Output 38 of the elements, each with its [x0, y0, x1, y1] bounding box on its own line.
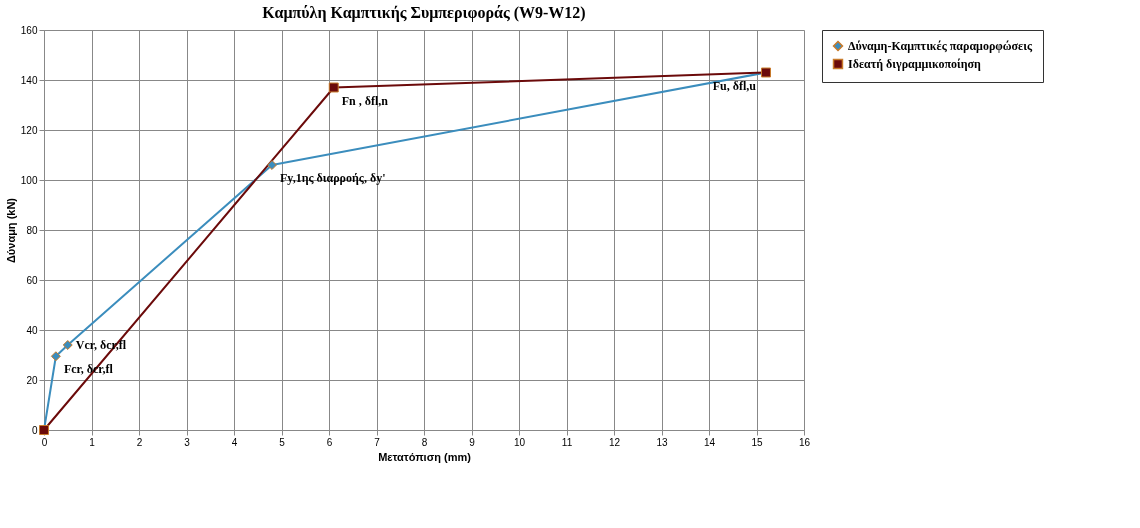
x-tick-label: 12: [608, 436, 621, 448]
legend-label: Ιδεατή διγραμμικοποίηση: [848, 57, 982, 71]
point: [62, 340, 73, 350]
x-tick-label: 16: [798, 436, 811, 448]
x-tick-label: 9: [469, 436, 476, 448]
x-tick-label: 10: [513, 436, 526, 448]
x-tick-label: 0: [41, 436, 48, 448]
annotation: Fy,1ης διαρροής, δy': [280, 171, 386, 185]
y-tick-label: 120: [20, 124, 38, 136]
point: [50, 351, 61, 362]
y-tick-label: 0: [31, 424, 38, 436]
x-tick-label: 4: [231, 436, 238, 448]
y-tick-label: 60: [26, 274, 38, 286]
x-axis-title: Μετατόπιση (mm): [378, 450, 472, 463]
x-tick-label: 8: [421, 436, 428, 448]
x-tick-label: 3: [184, 436, 191, 448]
x-tick-label: 6: [326, 436, 333, 448]
x-tick-label: 15: [751, 436, 763, 448]
point: [328, 82, 339, 93]
x-tick-label: 13: [656, 436, 668, 448]
chart-title: Καμπύλη Καμπτικής Συμπεριφοράς (W9-W12): [262, 4, 586, 22]
legend-label: Δύναμη-Καμπτικές παραμορφώσεις: [848, 39, 1033, 53]
annotation: Fn , δfl,n: [341, 93, 389, 108]
y-tick-label: 100: [20, 174, 38, 186]
y-tick-label: 20: [26, 374, 38, 386]
y-tick-label: 40: [26, 324, 38, 336]
point: [267, 160, 277, 170]
y-axis-title: Δύναμη (kN): [4, 197, 17, 264]
y-tick-label: 160: [20, 24, 38, 36]
x-tick-label: 14: [703, 436, 716, 448]
y-tick-label: 80: [26, 224, 38, 236]
x-tick-label: 7: [374, 436, 381, 448]
y-tick-label: 140: [20, 74, 38, 86]
annotation: Fu, δfl,u: [712, 78, 757, 93]
x-tick-label: 11: [561, 436, 573, 448]
x-tick-label: 2: [136, 436, 143, 448]
x-tick-label: 5: [279, 436, 286, 448]
x-tick-label: 1: [89, 436, 96, 448]
